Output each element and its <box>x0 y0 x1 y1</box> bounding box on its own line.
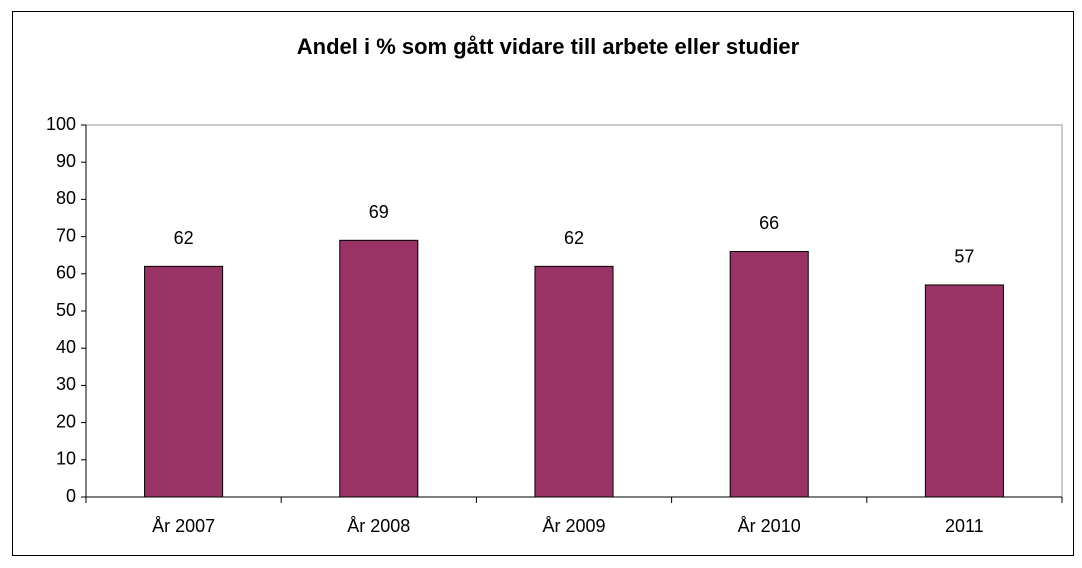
y-tick-label: 50 <box>56 300 76 320</box>
x-tick-label: År 2010 <box>738 516 801 536</box>
y-tick-label: 10 <box>56 449 76 469</box>
y-tick-label: 60 <box>56 263 76 283</box>
y-tick-label: 100 <box>46 114 76 134</box>
data-label: 69 <box>369 202 389 222</box>
x-tick-label: År 2009 <box>542 516 605 536</box>
x-tick-label: 2011 <box>945 516 984 536</box>
data-label: 62 <box>174 228 194 248</box>
chart-title: Andel i % som gått vidare till arbete el… <box>297 34 800 59</box>
y-tick-label: 80 <box>56 188 76 208</box>
y-tick-label: 30 <box>56 374 76 394</box>
data-label: 57 <box>954 247 974 267</box>
bar <box>339 239 419 498</box>
bar <box>534 265 614 498</box>
y-tick-label: 70 <box>56 225 76 245</box>
x-tick-label: År 2007 <box>152 516 215 536</box>
x-tick-label: År 2008 <box>347 516 410 536</box>
bar <box>144 265 224 498</box>
data-label: 62 <box>564 228 584 248</box>
y-tick-label: 40 <box>56 337 76 357</box>
y-tick-label: 90 <box>56 151 76 171</box>
y-tick-label: 0 <box>66 486 76 506</box>
y-tick-label: 20 <box>56 411 76 431</box>
bar <box>924 284 1004 498</box>
bar <box>729 250 809 498</box>
data-label: 66 <box>759 213 779 233</box>
